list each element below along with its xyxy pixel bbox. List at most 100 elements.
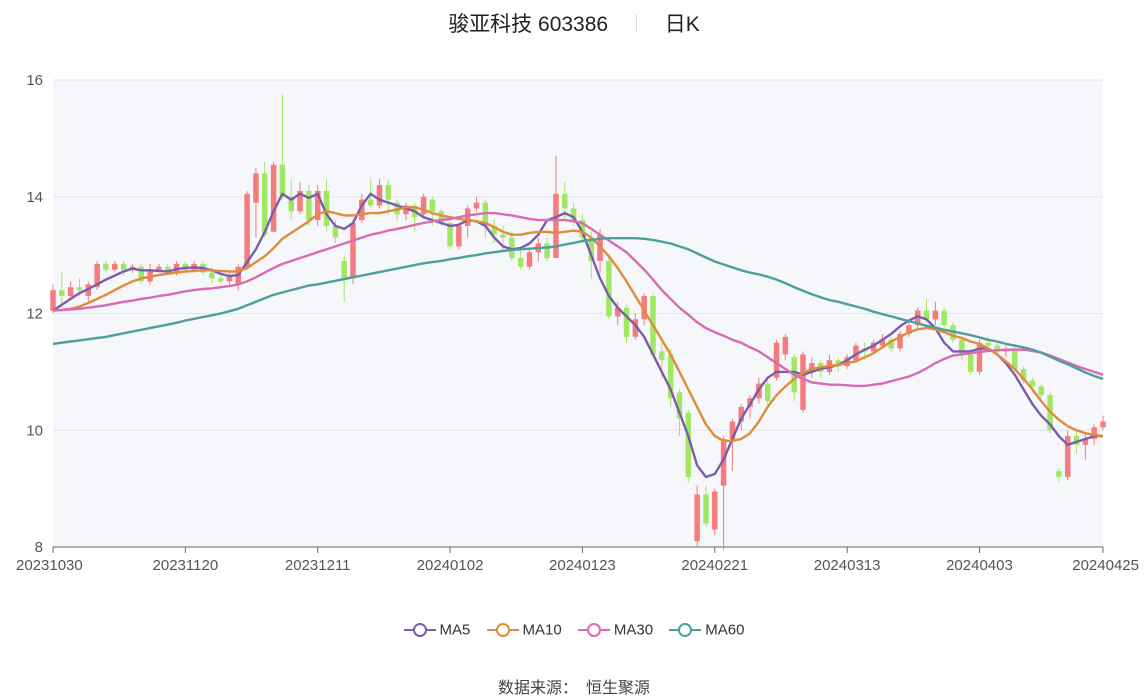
candle-body [182,263,189,270]
candle-body [1091,427,1097,440]
candle-body [164,266,171,273]
x-tick-label: 20240403 [946,557,1013,574]
candle-body [959,339,965,355]
chart-title: 骏亚科技 603386 日K [0,8,1148,38]
candle-body [323,190,330,226]
source-label: 数据来源： [497,680,578,697]
y-tick-label: 12 [26,306,43,323]
candle-body [306,190,312,221]
candle-body [853,345,859,361]
series-line-ma60 [52,236,1104,381]
candle-body [420,196,427,215]
legend-marker-ma60-icon [669,623,702,638]
candle-body [138,266,144,282]
candle-body [694,494,700,542]
legend-item-ma60[interactable]: MA60 [669,621,744,639]
y-tick-label: 10 [26,422,43,439]
candle-body [1020,368,1027,381]
candle-body [59,290,65,296]
candle-body [103,263,109,270]
candle-body [209,272,215,279]
candle-body [835,360,842,367]
candle-body [456,225,462,247]
candle-body [447,223,453,247]
legend-item-ma5[interactable]: MA5 [403,621,471,639]
x-tick-label: 20240425 [1072,557,1139,574]
candle-body [703,494,709,524]
candle-body [623,307,630,337]
candle-body [632,319,639,337]
candle-body [1056,471,1062,477]
legend-item-ma10[interactable]: MA10 [486,621,562,639]
candle-body [341,260,347,279]
candle-body [764,383,771,402]
candle-body [1073,436,1080,445]
candle-body [156,266,162,270]
candle-body [667,354,674,399]
candle-body [544,243,550,259]
series-line-ma30 [52,211,1104,388]
candle-body [809,363,815,372]
legend-marker-ma10-icon [486,623,519,638]
candle-body [76,287,83,291]
candle-body [385,185,392,200]
candle-body [1100,421,1106,428]
candle-body [279,164,286,197]
candle-body [244,193,250,267]
x-tick-label: 20231120 [153,557,219,574]
candle-body [438,211,444,224]
legend-label-ma5: MA5 [439,621,471,639]
candle-body [332,225,339,238]
period-label[interactable]: 日K [664,13,700,36]
candle-body [314,190,321,221]
y-tick-label: 8 [35,539,43,556]
candle-body [553,193,559,259]
candle-body [773,342,780,378]
candle-body [270,164,277,232]
data-source: 数据来源： 恒生聚源 [0,674,1148,698]
chart-legend: MA5 MA10 MA30 MA60 [0,621,1148,639]
legend-marker-ma5-icon [403,623,436,638]
candle-body [297,190,303,212]
candle-body [738,406,744,422]
candle-body [226,275,233,282]
candle-body [720,439,727,486]
candle-body [359,199,365,221]
y-tick-label: 14 [26,189,43,206]
candle-body [376,185,383,206]
candle-body [614,307,621,317]
candle-body [844,357,850,367]
candle-body [685,412,692,477]
candle-body [262,173,268,235]
candle-body [659,351,665,361]
candle-body [967,354,974,372]
series-line-ma10 [52,206,1104,442]
candle-body [67,287,74,296]
legend-item-ma30[interactable]: MA30 [577,621,654,639]
legend-label-ma60: MA60 [705,621,745,639]
candle-body [976,342,983,372]
candle-body [500,234,506,238]
candle-body [906,325,912,334]
legend-label-ma30: MA30 [613,621,654,639]
legend-label-ma10: MA10 [522,621,562,639]
candle-body [217,278,224,282]
candle-body [491,225,497,235]
candle-body [50,290,56,311]
candle-body [879,339,886,346]
candle-body [253,173,259,203]
series-line-ma5 [52,192,1103,479]
source-name: 恒生聚源 [586,680,651,697]
candle-body [112,263,118,270]
candle-body [517,258,524,267]
y-tick-label: 16 [26,72,43,89]
candle-body [606,260,612,317]
candle-body [367,199,374,206]
x-tick-label: 20231030 [16,557,83,574]
candle-body [579,220,586,238]
candle-body [473,202,480,209]
candle-body [897,333,903,349]
candle-body [941,310,947,326]
candle-body [1038,386,1044,396]
